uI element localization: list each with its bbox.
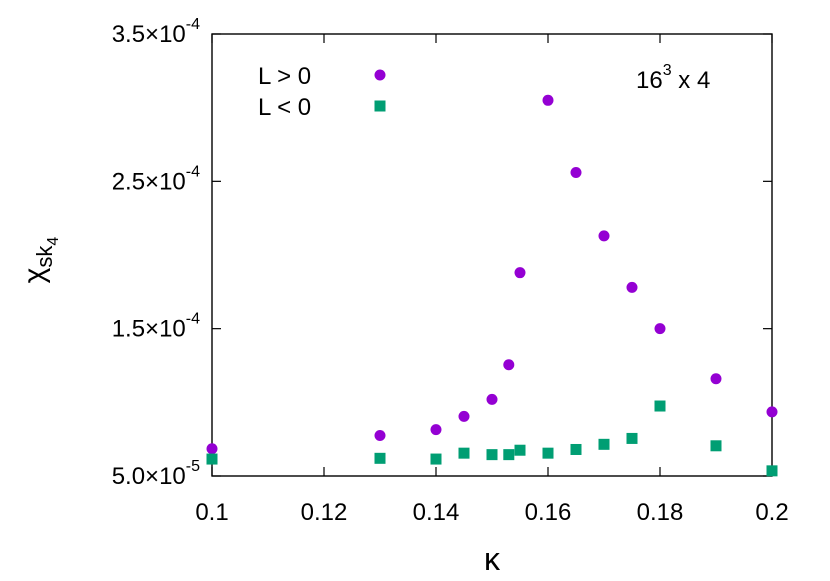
point-l-positive-8 [570,166,582,178]
y-label-subsub: 4 [45,237,62,246]
legend-label-l-negative: L < 0 [258,94,311,121]
lattice-size-annotation: 163 x 4 [636,62,710,94]
point-l-negative-8 [570,443,582,455]
legend-marker-l-negative [374,100,386,112]
point-l-positive-12 [710,373,722,385]
point-l-negative-5 [503,449,515,461]
x-tick-label-3: 0.16 [525,499,572,526]
point-l-negative-11 [654,400,666,412]
point-l-positive-2 [430,424,442,436]
point-l-positive-7 [542,94,554,106]
point-l-negative-6 [514,444,526,456]
point-l-negative-2 [430,453,442,465]
point-l-positive-4 [486,393,498,405]
point-l-positive-0 [206,443,218,455]
point-l-positive-10 [626,281,638,293]
y-tick-label-0: 5.0×10-5 [112,458,200,490]
point-l-positive-1 [374,429,386,441]
point-l-negative-3 [458,447,470,459]
y-label-main: χ [18,267,51,283]
y-tick-label-1: 1.5×10-4 [112,311,200,343]
annotation-rest: x 4 [672,67,711,94]
y-label-sub: sk [32,245,57,268]
point-l-negative-0 [206,453,218,465]
x-axis-label: κ [484,541,501,577]
point-l-positive-13 [766,406,778,418]
legend-label-l-positive: L > 0 [258,63,311,90]
point-l-positive-11 [654,323,666,335]
x-tick-label-1: 0.12 [301,499,348,526]
point-l-positive-6 [514,267,526,279]
annotation-base: 16 [636,67,663,94]
y-tick-label-2: 2.5×10-4 [112,163,200,195]
legend: L > 0 L < 0 [258,63,386,121]
point-l-negative-12 [710,440,722,452]
svg-text:χsk4: χsk4 [18,237,62,284]
legend-marker-l-positive [374,69,386,81]
y-tick-label-3: 3.5×10-4 [112,16,200,48]
x-tick-label-2: 0.14 [413,499,460,526]
point-l-negative-9 [598,438,610,450]
x-tick-label-4: 0.18 [637,499,684,526]
point-l-negative-13 [766,465,778,477]
point-l-negative-4 [486,449,498,461]
point-l-negative-10 [626,432,638,444]
point-l-negative-1 [374,452,386,464]
annotation-exponent: 3 [663,62,672,79]
points-layer [206,94,778,477]
x-tick-label-0: 0.1 [195,499,228,526]
point-l-negative-7 [542,447,554,459]
plot-frame [211,33,773,477]
point-l-positive-3 [458,410,470,422]
y-axis-label: χsk4 [18,237,62,284]
point-l-positive-9 [598,230,610,242]
x-tick-label-5: 0.2 [755,499,788,526]
point-l-positive-5 [503,359,515,371]
ticks-layer: 0.1 0.12 0.14 0.16 0.18 0.2 5.0×10-5 1.5×10-4 2.… [112,16,789,526]
